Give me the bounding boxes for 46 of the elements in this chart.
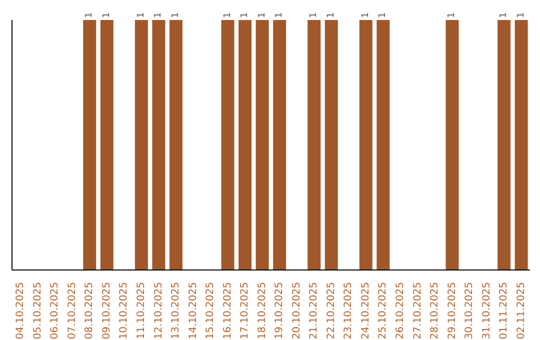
data-label: 1 xyxy=(326,12,336,18)
x-tick-label: 05.10.2025 xyxy=(32,282,44,340)
x-tick-label: 06.10.2025 xyxy=(50,282,61,340)
x-tick-label: 27.10.2025 xyxy=(412,282,424,340)
x-tick-label: 19.10.2025 xyxy=(274,282,286,340)
data-label: 1 xyxy=(170,12,181,18)
data-label: 1 xyxy=(257,12,268,18)
x-tick-label: 07.10.2025 xyxy=(66,282,78,340)
data-label: 1 xyxy=(136,12,146,18)
data-label: 1 xyxy=(222,12,233,18)
data-label: 1 xyxy=(309,12,320,18)
x-tick-label: 14.10.2025 xyxy=(188,282,199,340)
x-tick-label: 24.10.2025 xyxy=(360,282,372,340)
x-tick-label: 30.10.2025 xyxy=(464,282,476,340)
data-label: 1 xyxy=(378,12,388,18)
x-tick-label: 15.10.2025 xyxy=(205,282,216,340)
data-label: 1 xyxy=(447,12,458,18)
x-tick-label: 18.10.2025 xyxy=(256,282,268,340)
x-tick-label: 12.10.2025 xyxy=(153,282,164,340)
x-tick-label: 10.10.2025 xyxy=(118,282,130,340)
x-tick-label: 16.10.2025 xyxy=(222,282,234,340)
x-tick-label: 31.10.2025 xyxy=(481,282,492,340)
data-label: 1 xyxy=(499,12,510,18)
x-tick-label: 11.10.2025 xyxy=(136,282,147,340)
x-tick-label: 08.10.2025 xyxy=(84,282,96,340)
data-label: 1 xyxy=(516,12,526,18)
x-tick-label: 04.10.2025 xyxy=(15,282,26,340)
data-label: 1 xyxy=(274,12,285,18)
x-tick-label: 01.11.2025 xyxy=(498,282,510,340)
x-tick-label: 29.10.2025 xyxy=(446,282,458,340)
data-label: 1 xyxy=(360,12,371,18)
data-label: 1 xyxy=(84,12,95,18)
x-tick-label: 09.10.2025 xyxy=(101,282,112,340)
x-tick-label: 23.10.2025 xyxy=(343,282,354,340)
x-tick-label: 02.11.2025 xyxy=(516,282,527,340)
data-label: 1 xyxy=(102,12,112,18)
x-tick-label: 21.10.2025 xyxy=(308,282,320,340)
x-tick-label: 13.10.2025 xyxy=(170,282,182,340)
x-tick-label: 25.10.2025 xyxy=(378,282,389,340)
x-tick-label: 28.10.2025 xyxy=(430,282,441,340)
x-tick-label: 17.10.2025 xyxy=(240,282,251,340)
x-tick-label: 26.10.2025 xyxy=(395,282,406,340)
data-label: 1 xyxy=(154,12,164,18)
x-tick-label: 22.10.2025 xyxy=(326,282,337,340)
data-label: 1 xyxy=(240,12,250,18)
x-tick-label: 20.10.2025 xyxy=(291,282,302,340)
